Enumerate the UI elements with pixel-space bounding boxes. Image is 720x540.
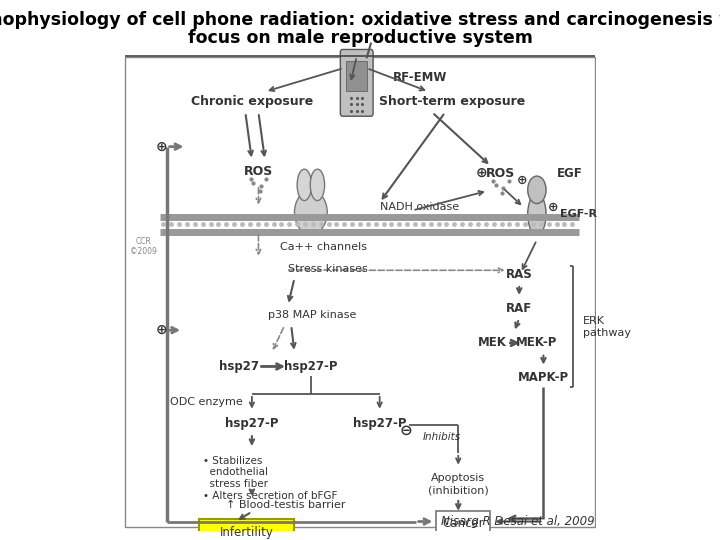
Ellipse shape: [528, 194, 546, 235]
Text: ⊕: ⊕: [547, 201, 558, 214]
Text: Stress kinases: Stress kinases: [288, 264, 368, 274]
Text: Ca++ channels: Ca++ channels: [281, 242, 367, 252]
Text: ⊕: ⊕: [156, 323, 167, 337]
Text: ⊖: ⊖: [400, 423, 413, 438]
Text: ⊕: ⊕: [156, 140, 167, 154]
Text: NADH oxidase: NADH oxidase: [379, 202, 459, 212]
Text: MEK-P: MEK-P: [516, 336, 557, 349]
Text: ⊕: ⊕: [475, 166, 487, 180]
Ellipse shape: [294, 190, 328, 234]
Text: Cancer: Cancer: [442, 517, 484, 530]
Text: ⊕: ⊕: [517, 173, 528, 186]
Text: RAS: RAS: [506, 268, 533, 281]
Text: focus on male reproductive system: focus on male reproductive system: [188, 29, 532, 47]
Text: Pathophysiology of cell phone radiation: oxidative stress and carcinogenesis wit: Pathophysiology of cell phone radiation:…: [0, 11, 720, 29]
Text: ↑ Blood-testis barrier: ↑ Blood-testis barrier: [225, 500, 345, 510]
Text: Apoptosis
(inhibition): Apoptosis (inhibition): [428, 474, 489, 495]
Text: Short-term exposure: Short-term exposure: [379, 95, 525, 108]
Text: ROS: ROS: [486, 167, 516, 180]
FancyBboxPatch shape: [436, 511, 490, 536]
FancyBboxPatch shape: [341, 50, 373, 116]
Text: MEK: MEK: [478, 336, 507, 349]
FancyBboxPatch shape: [346, 61, 366, 91]
Text: • Stabilizes
  endothelial
  stress fiber
• Alters secretion of bFGF: • Stabilizes endothelial stress fiber • …: [203, 456, 337, 501]
Text: Chronic exposure: Chronic exposure: [191, 95, 313, 108]
Ellipse shape: [297, 169, 312, 201]
Text: MAPK-P: MAPK-P: [518, 371, 569, 384]
Text: Nisarg R Desai et al, 2009: Nisarg R Desai et al, 2009: [441, 515, 595, 529]
Text: RAF: RAF: [506, 302, 532, 315]
Text: Infertility: Infertility: [220, 526, 274, 539]
Text: Inhibits: Inhibits: [422, 432, 460, 442]
Text: CCR
©2009: CCR ©2009: [130, 237, 157, 256]
Circle shape: [528, 176, 546, 204]
Text: p38 MAP kinase: p38 MAP kinase: [269, 310, 356, 320]
Ellipse shape: [310, 169, 325, 201]
FancyBboxPatch shape: [199, 518, 294, 540]
Text: hsp27-P: hsp27-P: [225, 417, 279, 430]
Text: ROS: ROS: [244, 165, 273, 178]
Bar: [125, 57, 595, 528]
Text: ERK
pathway: ERK pathway: [582, 316, 631, 338]
Text: hsp27-P: hsp27-P: [284, 360, 338, 373]
Text: EGF: EGF: [557, 167, 582, 180]
Text: hsp27: hsp27: [219, 360, 258, 373]
Text: RF-EMW: RF-EMW: [392, 71, 447, 84]
Text: hsp27-P: hsp27-P: [353, 417, 406, 430]
Text: EGF-R: EGF-R: [560, 210, 597, 219]
Text: ODC enzyme: ODC enzyme: [170, 397, 243, 407]
